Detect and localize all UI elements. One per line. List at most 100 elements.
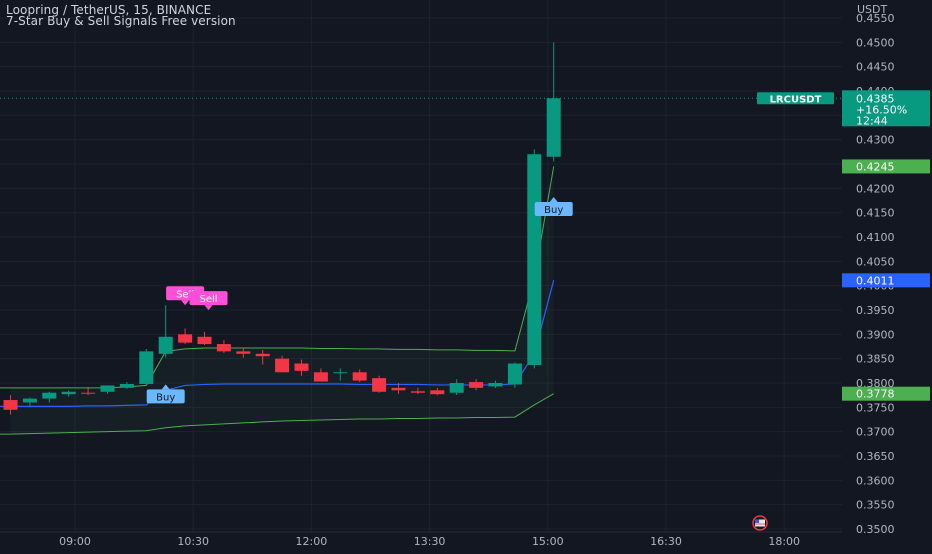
level-badge-value: 0.4245 [856, 160, 895, 173]
candle-body [119, 383, 134, 388]
candle [469, 379, 484, 391]
candle [313, 368, 328, 382]
candle-body [236, 351, 251, 354]
candle [546, 42, 561, 162]
price-tick-label: 0.3750 [856, 401, 895, 414]
candle-body [546, 98, 561, 157]
price-tick-label: 0.3900 [856, 328, 895, 341]
candle [430, 387, 445, 396]
signal-pointer [204, 305, 213, 311]
candle [410, 387, 425, 395]
signal-box [189, 291, 228, 306]
signal-buy-label[interactable]: Buy [146, 384, 185, 404]
candle [488, 380, 503, 388]
candle-body [333, 372, 348, 374]
candle [139, 348, 154, 386]
candle [352, 369, 367, 383]
price-tick-label: 0.3700 [856, 426, 895, 439]
candle [22, 397, 37, 407]
candle-body [372, 378, 387, 392]
candle-body [507, 363, 522, 385]
candle-body [391, 387, 406, 391]
candle [119, 382, 134, 389]
candle-body [42, 392, 57, 399]
candle [333, 368, 348, 381]
signal-buy-label[interactable]: Buy [534, 196, 573, 216]
price-tick-label: 0.3600 [856, 474, 895, 487]
price-tick-label: 0.3650 [856, 450, 895, 463]
candle [42, 391, 57, 403]
time-axis-bg [0, 532, 842, 550]
flag-ring [752, 515, 768, 531]
last-price-box [842, 90, 930, 127]
candle-body [313, 372, 328, 382]
candle-body [178, 334, 193, 343]
price-tick-label: 0.4050 [856, 255, 895, 268]
last-price-value: 0.4385 [856, 92, 895, 105]
upper-band-line [0, 166, 555, 389]
candle-body [216, 344, 231, 352]
candle [275, 355, 290, 373]
candle [197, 331, 212, 346]
candle-body [410, 391, 425, 393]
price-tick-label: 0.4300 [856, 134, 895, 147]
symbol-tag[interactable]: LRCUSDT [757, 92, 834, 105]
candle [236, 347, 251, 358]
level-badge[interactable]: 0.4245 [842, 159, 930, 174]
flag-field [755, 519, 765, 527]
price-tick-label: 0.3500 [856, 523, 895, 536]
price-tick-label: 0.4150 [856, 207, 895, 220]
candle-body [100, 385, 115, 392]
last-price-change: +16.50% [856, 103, 907, 116]
candle-body [449, 383, 464, 393]
signal-pointer [181, 300, 190, 306]
candle-body [294, 363, 309, 371]
candle [216, 340, 231, 353]
candle [255, 349, 270, 365]
level-badge[interactable]: 0.4011 [842, 273, 930, 288]
candle [178, 328, 193, 345]
signal-pointer [161, 384, 170, 390]
time-tick-label: 09:00 [59, 535, 91, 548]
session-flag-icon[interactable] [752, 515, 768, 531]
price-tick-label: 0.4450 [856, 61, 895, 74]
signal-text: Sell [176, 289, 194, 300]
time-tick-label: 12:00 [296, 535, 328, 548]
time-tick-label: 18:00 [768, 535, 800, 548]
signal-pointer [549, 196, 558, 202]
candle [372, 375, 387, 393]
candle [3, 395, 18, 415]
level-badge[interactable]: 0.3778 [842, 386, 930, 401]
level-badge-value: 0.4011 [856, 274, 895, 287]
signal-bands [0, 166, 555, 435]
time-tick-label: 13:30 [414, 535, 446, 548]
symbol-legend[interactable]: Loopring / TetherUS, 15, BINANCE [6, 3, 212, 17]
candle-body [275, 358, 290, 373]
candle-body [527, 154, 542, 365]
candle-body [139, 351, 154, 384]
level-badge-box [842, 159, 930, 174]
candle-body [469, 382, 484, 388]
last-price-badge[interactable]: 0.4385+16.50%12:44 [842, 90, 930, 127]
candle-body [352, 372, 367, 381]
signal-text: Buy [156, 392, 175, 403]
price-tick-label: 0.4100 [856, 231, 895, 244]
price-tick-label: 0.3950 [856, 304, 895, 317]
time-tick-label: 15:00 [532, 535, 564, 548]
candle [449, 379, 464, 396]
candle-body [158, 336, 173, 354]
signal-sell-label[interactable]: Sell [189, 291, 228, 311]
level-badge-value: 0.3778 [856, 388, 895, 401]
flag-canton [755, 519, 759, 523]
price-tick-label: 0.3550 [856, 499, 895, 512]
signal-box [534, 201, 573, 216]
indicator-legend[interactable]: 7-Star Buy & Sell Signals Free version [6, 14, 236, 28]
candle [391, 383, 406, 394]
time-tick-label: 10:30 [177, 535, 209, 548]
lower-band-line [0, 393, 554, 435]
candle [61, 390, 76, 397]
price-tick-label: 0.4200 [856, 182, 895, 195]
candle [158, 305, 173, 358]
